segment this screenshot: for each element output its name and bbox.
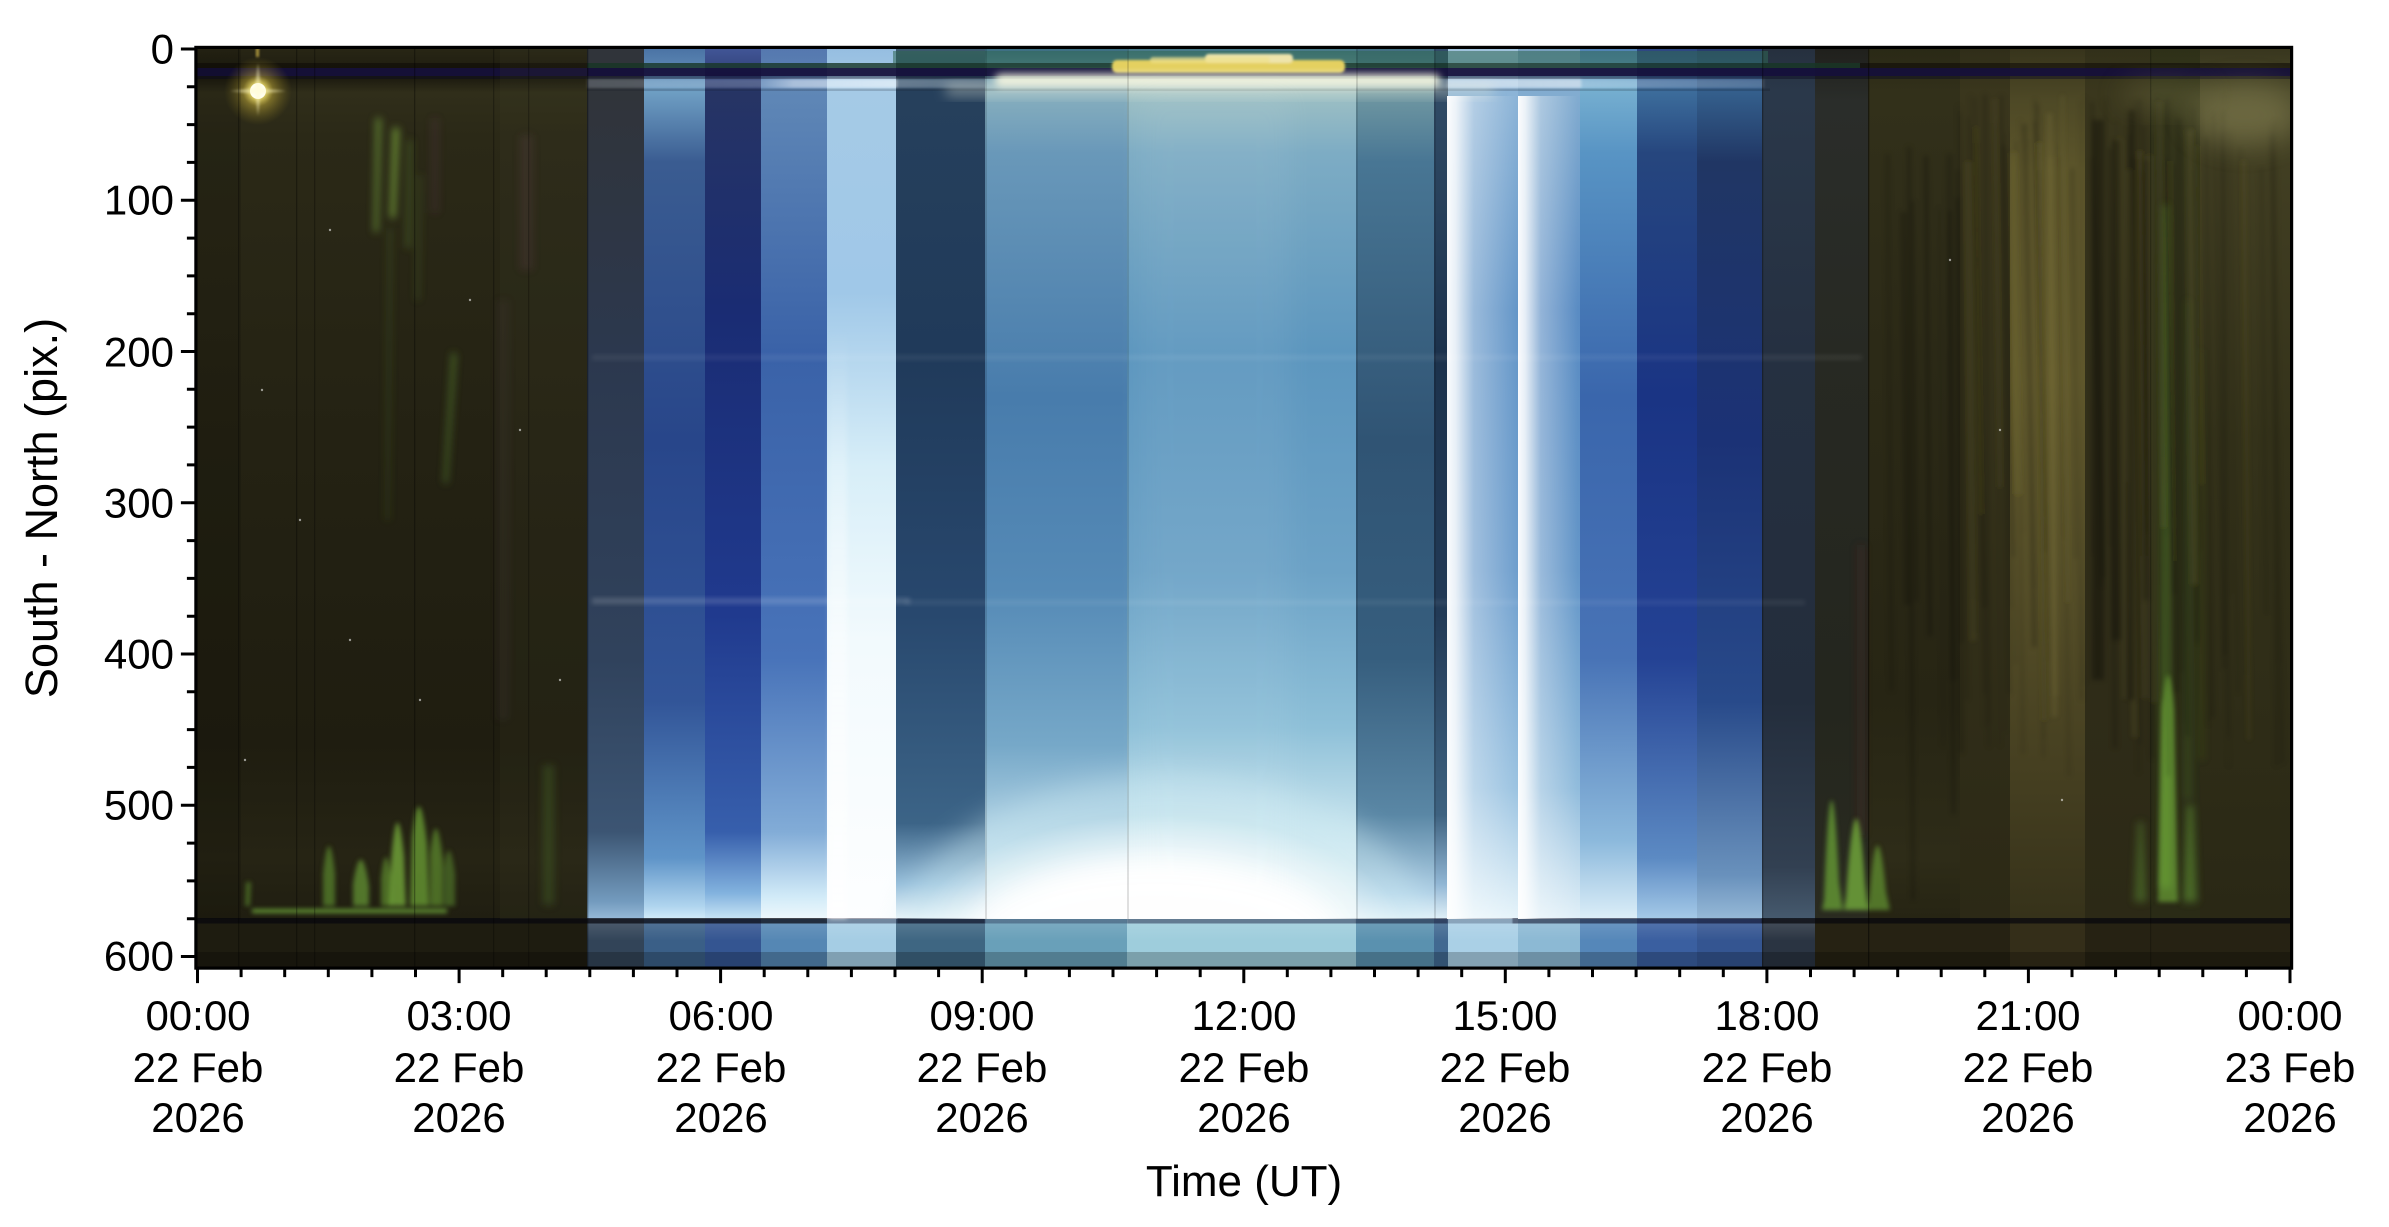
svg-text:2026: 2026 <box>674 1094 767 1141</box>
svg-text:Time (UT): Time (UT) <box>1146 1157 1342 1206</box>
svg-text:22 Feb: 22 Feb <box>1963 1044 2094 1091</box>
svg-text:200: 200 <box>104 329 174 376</box>
svg-text:03:00: 03:00 <box>406 992 511 1039</box>
svg-text:22 Feb: 22 Feb <box>133 1044 264 1091</box>
svg-text:15:00: 15:00 <box>1452 992 1557 1039</box>
svg-text:2026: 2026 <box>1458 1094 1551 1141</box>
svg-text:South - North (pix.): South - North (pix.) <box>16 318 67 698</box>
svg-text:23 Feb: 23 Feb <box>2225 1044 2356 1091</box>
svg-text:18:00: 18:00 <box>1714 992 1819 1039</box>
svg-text:2026: 2026 <box>412 1094 505 1141</box>
svg-text:500: 500 <box>104 782 174 829</box>
svg-text:22 Feb: 22 Feb <box>1179 1044 1310 1091</box>
svg-text:00:00: 00:00 <box>145 992 250 1039</box>
svg-text:09:00: 09:00 <box>929 992 1034 1039</box>
svg-text:22 Feb: 22 Feb <box>1702 1044 1833 1091</box>
svg-text:2026: 2026 <box>935 1094 1028 1141</box>
svg-text:0: 0 <box>151 26 174 73</box>
svg-text:21:00: 21:00 <box>1975 992 2080 1039</box>
svg-text:2026: 2026 <box>1197 1094 1290 1141</box>
svg-text:300: 300 <box>104 480 174 527</box>
svg-text:2026: 2026 <box>1720 1094 1813 1141</box>
svg-text:100: 100 <box>104 177 174 224</box>
svg-text:22 Feb: 22 Feb <box>1440 1044 1571 1091</box>
svg-text:400: 400 <box>104 631 174 678</box>
svg-text:00:00: 00:00 <box>2237 992 2342 1039</box>
svg-text:22 Feb: 22 Feb <box>394 1044 525 1091</box>
svg-text:22 Feb: 22 Feb <box>917 1044 1048 1091</box>
svg-text:22 Feb: 22 Feb <box>656 1044 787 1091</box>
svg-text:2026: 2026 <box>151 1094 244 1141</box>
svg-text:06:00: 06:00 <box>668 992 773 1039</box>
svg-text:2026: 2026 <box>1981 1094 2074 1141</box>
svg-text:2026: 2026 <box>2243 1094 2336 1141</box>
svg-text:12:00: 12:00 <box>1191 992 1296 1039</box>
svg-text:600: 600 <box>104 933 174 980</box>
